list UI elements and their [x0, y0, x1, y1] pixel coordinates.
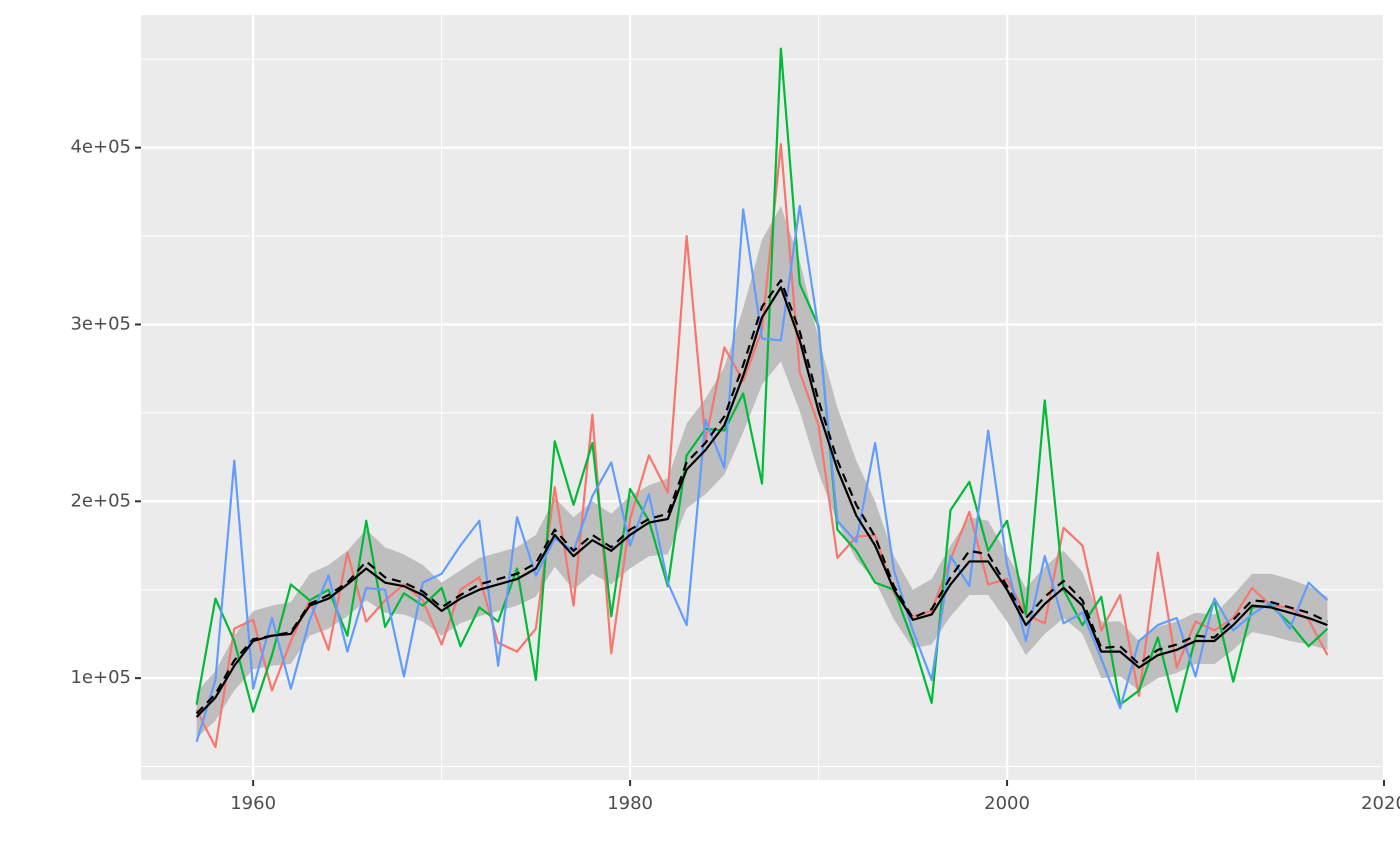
x-tick-label: 1980	[607, 793, 653, 814]
y-tick-label: 1e+05	[70, 667, 131, 688]
series-line	[195, 204, 1329, 743]
series-line	[195, 286, 1328, 718]
x-tick-label: 2000	[984, 793, 1030, 814]
x-tick-label: 1960	[230, 793, 276, 814]
series-line	[195, 142, 1329, 749]
y-tick-label: 2e+05	[70, 490, 131, 511]
series-line	[195, 47, 1329, 713]
y-tick-label: 4e+05	[70, 137, 131, 158]
series-line	[195, 279, 1328, 715]
x-tick-label: 2020	[1361, 793, 1400, 814]
y-tick-label: 3e+05	[70, 313, 131, 334]
